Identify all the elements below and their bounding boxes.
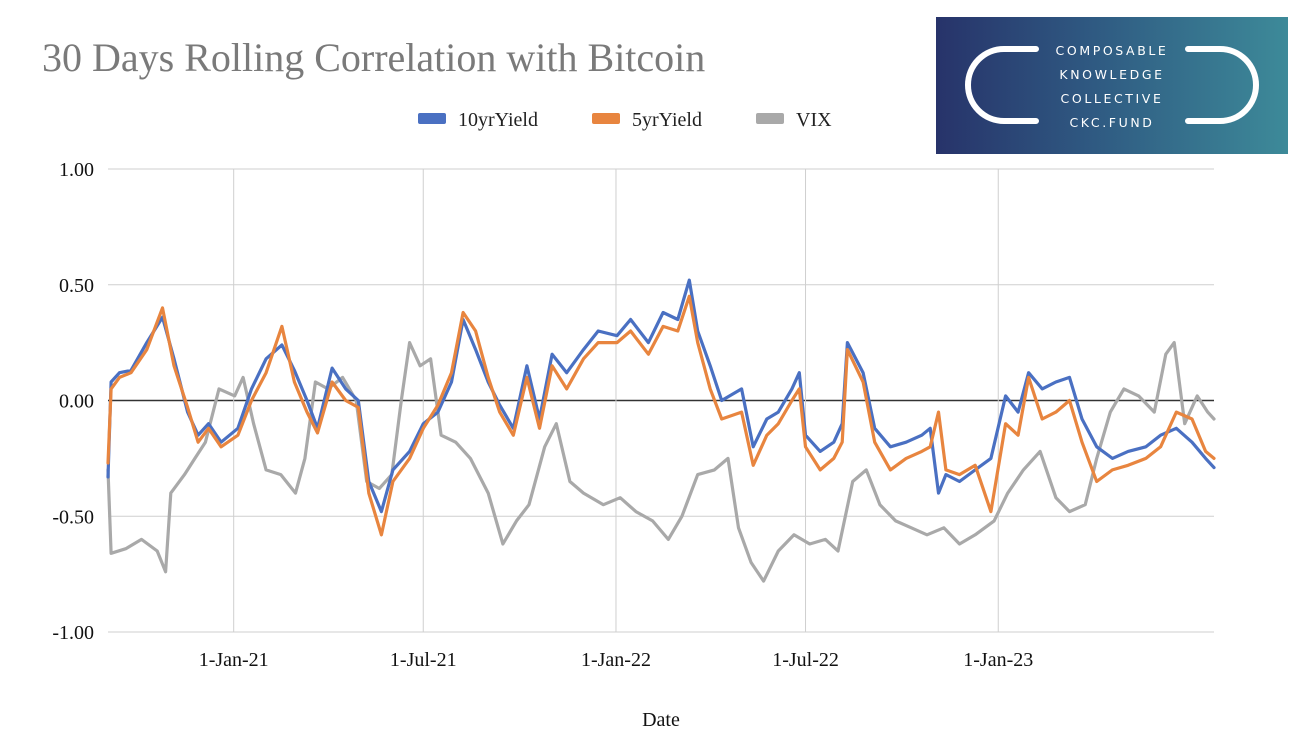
x-axis-label: Date <box>642 709 680 731</box>
y-tick-label: -0.50 <box>52 506 94 528</box>
x-tick-label: 1-Jan-23 <box>963 649 1033 671</box>
y-axis: 1.00 0.50 0.00 -0.50 -1.00 <box>52 159 94 644</box>
logo-line-1: COMPOSABLE <box>1056 43 1169 58</box>
y-tick-label: 1.00 <box>59 159 94 181</box>
chart-legend: 10yrYield 5yrYield VIX <box>418 109 832 131</box>
ckc-logo: COMPOSABLE KNOWLEDGE COLLECTIVE CKC.FUND <box>936 17 1288 154</box>
logo-line-4: CKC.FUND <box>1069 115 1154 130</box>
legend-swatch-vix <box>756 113 784 124</box>
y-tick-label: 0.50 <box>59 275 94 297</box>
y-tick-label: -1.00 <box>52 622 94 644</box>
chart-title: 30 Days Rolling Correlation with Bitcoin <box>42 35 706 80</box>
legend-label-vix: VIX <box>796 109 832 131</box>
x-tick-label: 1-Jul-22 <box>772 649 839 671</box>
series-lines <box>106 278 1216 583</box>
gridlines <box>108 168 1214 633</box>
legend-label-5yryield: 5yrYield <box>632 109 702 131</box>
series-line-10yryield <box>106 278 1216 514</box>
series-line-5yryield <box>106 294 1216 537</box>
x-tick-label: 1-Jan-22 <box>581 649 651 671</box>
series-line-vix <box>106 341 1216 583</box>
x-tick-label: 1-Jan-21 <box>199 649 269 671</box>
x-tick-label: 1-Jul-21 <box>390 649 457 671</box>
logo-line-3: COLLECTIVE <box>1061 91 1164 106</box>
logo-line-2: KNOWLEDGE <box>1059 67 1164 82</box>
x-axis: 1-Jan-21 1-Jul-21 1-Jan-22 1-Jul-22 1-Jan-23 <box>199 649 1034 671</box>
y-tick-label: 0.00 <box>59 391 94 413</box>
legend-label-10yryield: 10yrYield <box>458 109 538 131</box>
legend-swatch-10yryield <box>418 113 446 124</box>
legend-swatch-5yryield <box>592 113 620 124</box>
logo-bracket-icon: COMPOSABLE KNOWLEDGE COLLECTIVE CKC.FUND <box>965 43 1259 130</box>
